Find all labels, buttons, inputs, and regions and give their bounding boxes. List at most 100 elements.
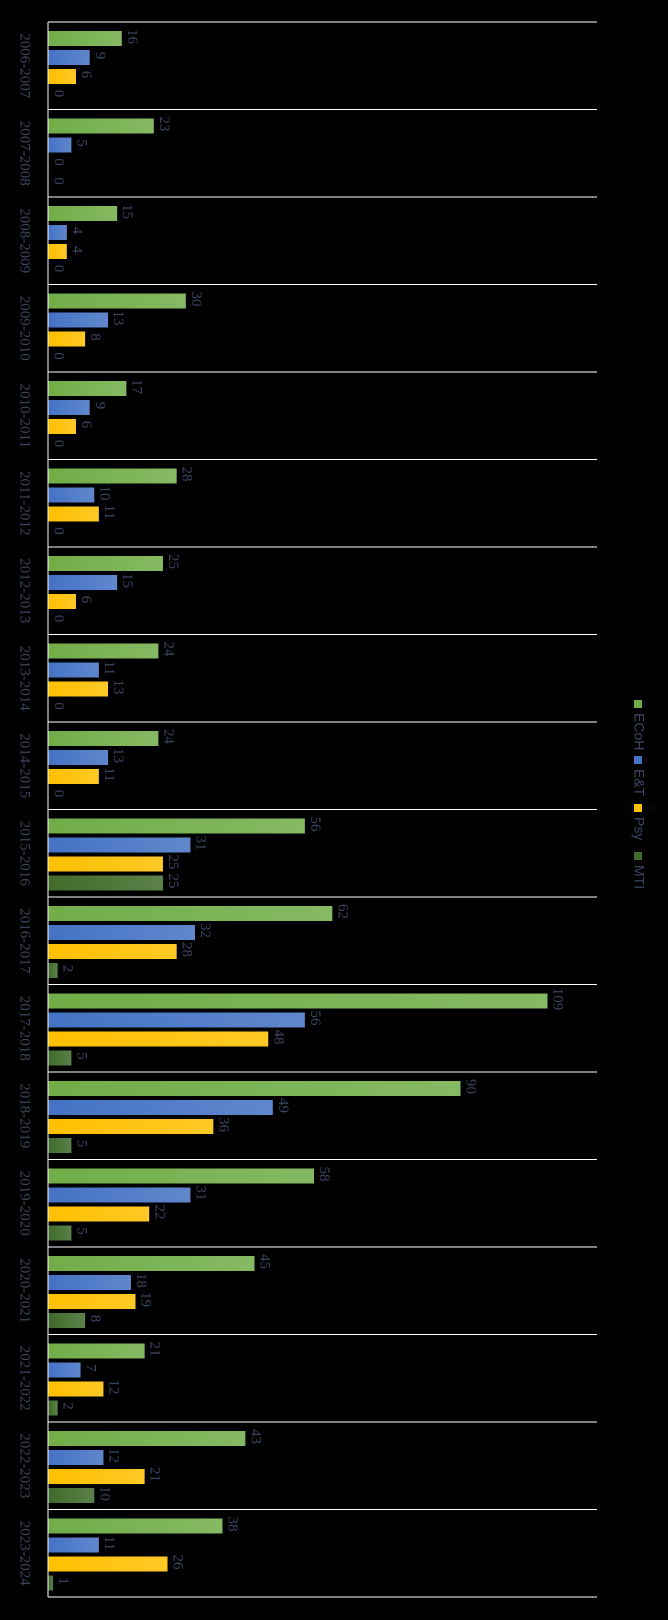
category-label: 2015-2016	[17, 821, 33, 886]
data-label: 62	[334, 904, 350, 919]
data-label: 23	[156, 117, 172, 132]
data-label: 8	[87, 1315, 103, 1323]
bar-e-t	[48, 400, 90, 415]
bar-e-t	[48, 137, 72, 153]
data-label: 24	[160, 642, 176, 658]
legend-item: E&T	[631, 756, 647, 797]
bar-ecoh	[48, 1168, 315, 1184]
bar-e-t	[48, 1537, 99, 1553]
data-label: 13	[110, 680, 126, 695]
bar-psy	[48, 244, 67, 259]
data-label: 16	[124, 29, 140, 45]
category-label: 2008-2009	[17, 208, 33, 273]
legend-item: MTI	[631, 852, 647, 889]
bar-psy	[48, 769, 99, 784]
data-label: 0	[51, 702, 67, 710]
data-label: 45	[257, 1254, 273, 1269]
bar-e-t	[48, 1275, 131, 1290]
data-label: 12	[105, 1448, 121, 1463]
bar-ecoh	[48, 1256, 255, 1271]
data-label: 0	[51, 790, 67, 798]
bar-mti	[48, 1400, 58, 1416]
bar-e-t	[48, 837, 191, 853]
legend-swatch	[634, 700, 642, 708]
bar-psy	[48, 681, 109, 697]
data-label: 5	[73, 1052, 89, 1060]
category-label: 2006-2007	[17, 33, 33, 98]
bar-ecoh	[48, 293, 186, 309]
bar-e-t	[48, 662, 99, 678]
bar-ecoh	[48, 993, 548, 1009]
bar-mti	[48, 1488, 95, 1503]
bar-psy	[48, 1469, 145, 1484]
data-label: 5	[73, 1140, 89, 1148]
category-label: 2020-2021	[17, 1258, 33, 1323]
data-label: 90	[463, 1079, 479, 1094]
data-label: 19	[138, 1292, 154, 1307]
legend-label: E&T	[631, 769, 647, 797]
data-label: 0	[51, 265, 67, 273]
bar-e-t	[48, 1100, 273, 1115]
data-label: 0	[51, 352, 67, 360]
data-label: 5	[73, 139, 89, 147]
data-label: 58	[316, 1167, 332, 1182]
data-label: 21	[147, 1467, 163, 1482]
bar-mti	[48, 1050, 72, 1066]
data-label: 6	[78, 71, 94, 79]
bar-ecoh	[48, 1081, 461, 1096]
data-label: 5	[73, 1227, 89, 1235]
bar-psy	[48, 1556, 168, 1572]
data-label: 11	[101, 1536, 117, 1550]
legend-item: ECoH	[631, 700, 647, 750]
bar-e-t	[48, 1362, 81, 1378]
legend-swatch	[634, 852, 642, 860]
data-label: 36	[215, 1117, 231, 1133]
bar-ecoh	[48, 31, 122, 46]
bar-mti	[48, 875, 163, 891]
bar-ecoh	[48, 206, 118, 221]
data-label: 43	[247, 1429, 263, 1444]
bar-e-t	[48, 1012, 305, 1028]
bars: 1696023500154403013801796028101102515602…	[48, 29, 566, 1591]
data-label: 11	[101, 767, 117, 781]
category-label: 2011-2012	[17, 471, 33, 535]
data-label: 10	[96, 1486, 112, 1501]
data-label: 15	[119, 204, 135, 219]
data-label: 9	[92, 52, 108, 60]
bar-mti	[48, 1225, 72, 1241]
data-label: 109	[550, 988, 566, 1011]
data-label: 32	[197, 923, 213, 938]
category-label: 2018-2019	[17, 1083, 33, 1148]
bar-mti	[48, 1313, 86, 1328]
legend-swatch	[634, 804, 642, 812]
bar-psy	[48, 944, 177, 959]
data-label: 15	[119, 573, 135, 588]
bar-e-t	[48, 50, 90, 65]
gridlines	[47, 21, 597, 1598]
legend-label: Psy	[631, 817, 647, 840]
data-label: 6	[78, 421, 94, 429]
data-label: 11	[101, 661, 117, 675]
data-label: 56	[307, 817, 323, 833]
data-label: 30	[188, 292, 204, 307]
bar-ecoh	[48, 731, 159, 746]
category-label: 2021-2022	[17, 1346, 33, 1411]
data-label: 25	[165, 855, 181, 870]
bar-ecoh	[48, 1431, 246, 1446]
bar-psy	[48, 506, 99, 522]
data-label: 28	[179, 942, 195, 957]
category-label: 2009-2010	[17, 296, 33, 361]
data-label: 28	[179, 467, 195, 482]
category-labels: 2006-2007 2007-2008 2008-2009 2009-2010 2010…	[17, 33, 33, 1586]
data-label: 8	[87, 333, 103, 341]
data-label: 56	[307, 1011, 323, 1027]
bar-mti	[48, 1138, 72, 1153]
category-label: 2022-2023	[17, 1433, 33, 1498]
data-label: 0	[51, 440, 67, 448]
bar-e-t	[48, 1187, 191, 1203]
category-label: 2013-2014	[17, 646, 33, 711]
legend-label: MTI	[631, 865, 647, 889]
data-label: 25	[165, 554, 181, 569]
bar-ecoh	[48, 1518, 223, 1534]
bar-e-t	[48, 487, 95, 503]
